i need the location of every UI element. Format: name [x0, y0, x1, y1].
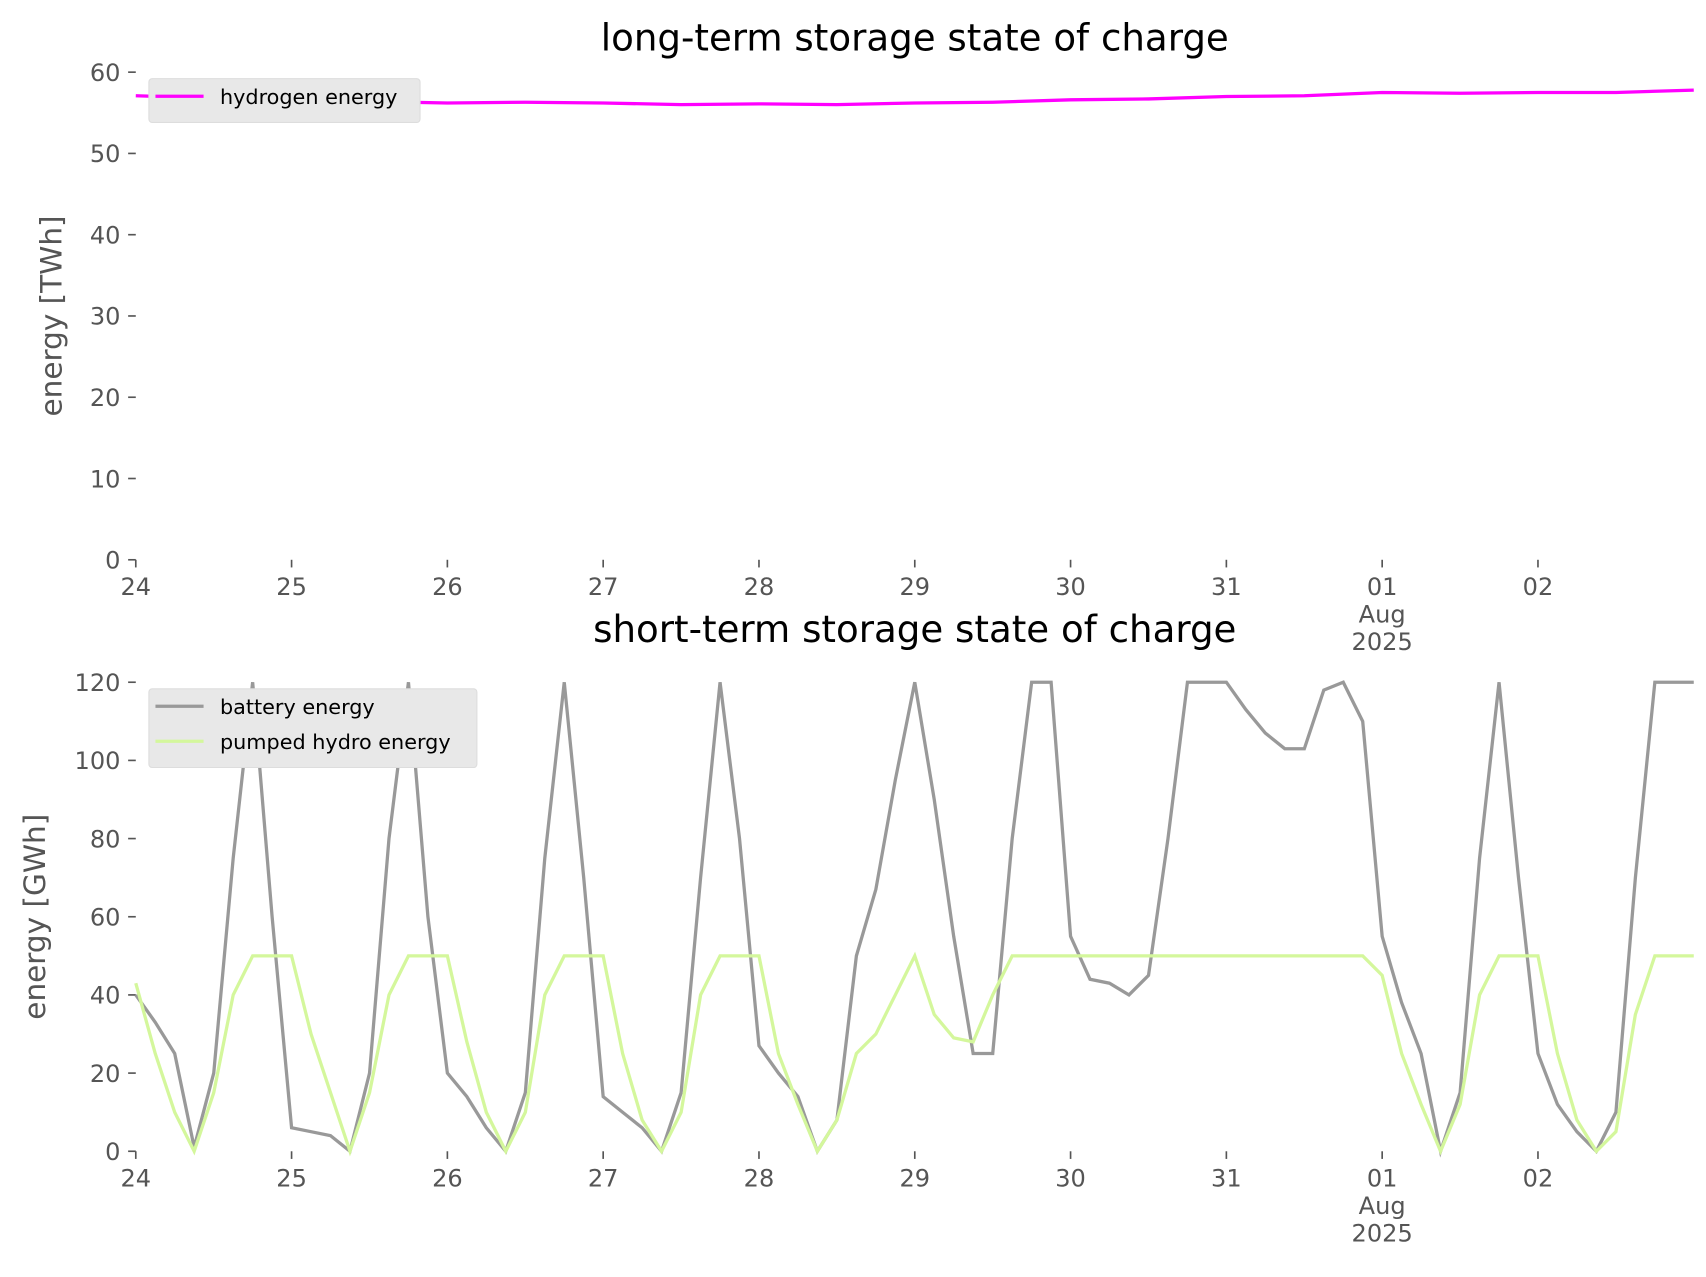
y-tick-label: 100 [75, 747, 121, 775]
x-tick-label: 27 [588, 1164, 619, 1192]
series-line [134, 951, 1694, 1157]
x-tick-label: 26 [432, 1164, 463, 1192]
y-tick-label: 80 [90, 825, 121, 853]
x-tick-label: 28 [744, 1164, 775, 1192]
y-tick-label: 0 [105, 1138, 120, 1166]
x-tick-label: 31 [1211, 573, 1242, 601]
x-tick-label: 25 [276, 1164, 307, 1192]
x-tick-label: 28 [744, 573, 775, 601]
x-tick-label: 27 [588, 573, 619, 601]
y-tick-label: 20 [90, 384, 121, 412]
chart-title: short-term storage state of charge [593, 607, 1236, 651]
x-tick-label: 01 Aug 2025 [1352, 1164, 1413, 1247]
x-tick-label: 25 [276, 573, 307, 601]
legend-label: hydrogen energy [220, 85, 397, 109]
y-tick-label: 0 [105, 547, 120, 575]
legend-label: battery energy [220, 695, 375, 719]
y-tick-label: 50 [90, 140, 121, 168]
y-tick-label: 40 [90, 982, 121, 1010]
x-tick-label: 24 [120, 1164, 151, 1192]
x-tick-label: 02 [1523, 573, 1554, 601]
y-tick-label: 60 [90, 59, 121, 87]
y-tick-label: 10 [90, 465, 121, 493]
x-tick-label: 29 [899, 1164, 930, 1192]
x-tick-label: 30 [1055, 1164, 1086, 1192]
y-tick-label: 40 [90, 221, 121, 249]
y-axis-label: energy [TWh] [34, 215, 68, 416]
x-tick-label: 24 [120, 573, 151, 601]
legend-box [148, 688, 478, 769]
y-tick-label: 20 [90, 1060, 121, 1088]
x-tick-label: 31 [1211, 1164, 1242, 1192]
x-tick-label: 29 [899, 573, 930, 601]
y-tick-label: 60 [90, 903, 121, 931]
legend-box [148, 78, 421, 123]
y-axis-label: energy [GWh] [18, 814, 52, 1020]
chart-title: long-term storage state of charge [601, 15, 1229, 59]
x-tick-label: 26 [432, 573, 463, 601]
legend-label: pumped hydro energy [220, 730, 451, 754]
x-tick-label: 02 [1523, 1164, 1554, 1192]
x-tick-label: 01 Aug 2025 [1352, 573, 1413, 656]
series-line [134, 680, 1694, 1158]
x-tick-label: 30 [1055, 573, 1086, 601]
y-tick-label: 120 [75, 669, 121, 697]
y-tick-label: 30 [90, 303, 121, 331]
